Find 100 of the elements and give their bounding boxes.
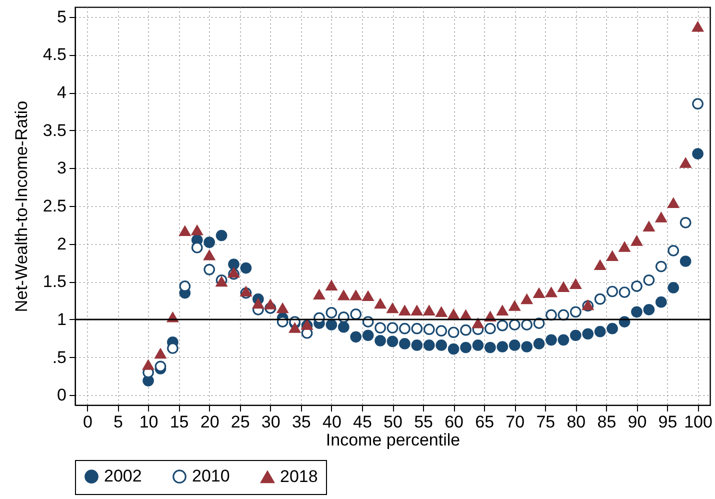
legend-label: 2010 (192, 466, 230, 486)
y-tick-label: 0 (57, 386, 66, 405)
point (179, 226, 191, 236)
point (668, 244, 680, 256)
point (680, 216, 692, 228)
point (558, 282, 570, 292)
x-tick-label: 0 (82, 412, 92, 432)
y-tick-label: 4 (57, 83, 66, 102)
point (484, 322, 496, 334)
x-axis-title: Income percentile (326, 430, 460, 450)
point (191, 225, 203, 236)
point (154, 348, 166, 359)
point (594, 293, 606, 305)
point (399, 305, 410, 316)
point (606, 250, 618, 261)
y-tick-label: .5 (52, 348, 66, 367)
point (448, 309, 460, 320)
x-tick-label: 50 (384, 412, 402, 432)
point (570, 278, 582, 289)
point (264, 299, 276, 310)
point (484, 342, 496, 354)
point (606, 322, 618, 334)
x-tick-label: 35 (292, 412, 311, 432)
point (326, 307, 338, 318)
point (326, 319, 338, 330)
point (546, 309, 557, 321)
point (631, 236, 642, 246)
y-tick-label: 1.5 (42, 272, 66, 292)
point (533, 338, 545, 350)
point (436, 325, 448, 337)
point (460, 342, 472, 354)
point (448, 326, 460, 338)
point (618, 242, 630, 252)
point (228, 258, 240, 270)
y-tick-label: 1 (57, 310, 66, 329)
point (631, 280, 642, 292)
point (204, 264, 215, 276)
point (606, 286, 618, 298)
point (423, 324, 435, 335)
point (460, 324, 472, 336)
point (668, 282, 680, 294)
point (276, 303, 288, 314)
point (252, 298, 264, 309)
point (521, 341, 532, 352)
point (289, 322, 300, 333)
point (142, 360, 154, 370)
point (496, 305, 508, 316)
legend-label: 2018 (280, 467, 318, 486)
point (655, 260, 667, 272)
point (436, 306, 448, 317)
point (326, 280, 338, 290)
point (167, 342, 178, 354)
point (472, 318, 484, 328)
point (179, 280, 191, 292)
y-tick-label: 2.5 (42, 196, 66, 216)
point (216, 230, 228, 242)
point (496, 320, 508, 332)
point (521, 319, 532, 330)
point (594, 260, 606, 270)
y-tick-label: 3 (57, 158, 66, 178)
point (618, 286, 630, 298)
point (350, 290, 362, 300)
x-tick-label: 90 (628, 412, 647, 432)
y-tick-label: 3.5 (42, 120, 66, 140)
y-tick-label: 2 (57, 234, 66, 254)
point (350, 331, 362, 343)
point (570, 306, 582, 318)
point (374, 322, 386, 334)
point (508, 300, 520, 311)
x-tick-label: 60 (444, 412, 464, 432)
point (631, 306, 642, 318)
point (508, 319, 520, 330)
point (386, 303, 398, 314)
x-tick-label: 85 (597, 412, 616, 432)
point (594, 326, 606, 338)
point (680, 256, 692, 267)
point (423, 305, 435, 316)
point (386, 336, 398, 348)
point (411, 340, 423, 351)
point (423, 340, 435, 351)
point (655, 212, 667, 222)
point (399, 322, 410, 334)
y-tick-label: 5 (57, 7, 66, 26)
point (521, 294, 532, 304)
point (582, 328, 594, 340)
x-tick-label: 80 (566, 412, 586, 432)
point (692, 22, 704, 32)
point (386, 322, 398, 334)
point (436, 340, 448, 351)
point (338, 321, 350, 333)
x-tick-label: 30 (261, 412, 280, 432)
x-tick-label: 45 (353, 412, 372, 432)
x-tick-label: 25 (230, 412, 250, 432)
x-tick-label: 15 (170, 412, 189, 432)
point (546, 334, 557, 346)
x-tick-label: 65 (475, 412, 494, 432)
point (643, 221, 655, 232)
point (350, 308, 362, 320)
point (374, 335, 386, 346)
point (399, 338, 410, 350)
